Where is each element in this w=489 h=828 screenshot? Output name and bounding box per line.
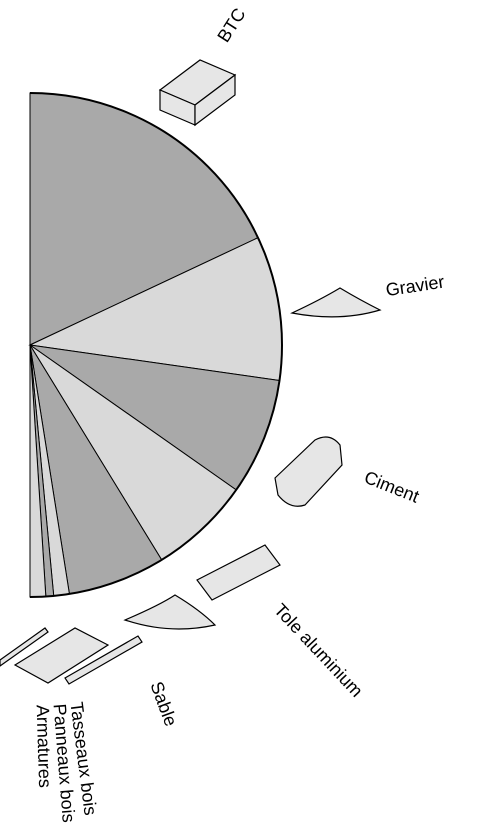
slice-label: BTC	[213, 5, 249, 46]
pie-outline	[29, 92, 283, 598]
btc-icon-front	[194, 73, 236, 127]
slice-label: Armatures	[33, 704, 56, 788]
slice-label: Tole aluminium	[270, 600, 367, 701]
sable-icon	[123, 594, 217, 630]
tole-icon	[196, 544, 281, 601]
slice-label: Gravier	[384, 272, 445, 301]
gravier-icon	[290, 287, 382, 318]
slice-label: Ciment	[361, 467, 421, 507]
panneaux-icon	[13, 627, 110, 684]
armatures-icon	[0, 627, 49, 667]
pie	[28, 92, 283, 598]
tasseaux-icon	[64, 635, 143, 685]
material-icons	[0, 59, 382, 685]
slice-label: Sable	[146, 679, 181, 729]
ciment-icon	[274, 436, 343, 507]
